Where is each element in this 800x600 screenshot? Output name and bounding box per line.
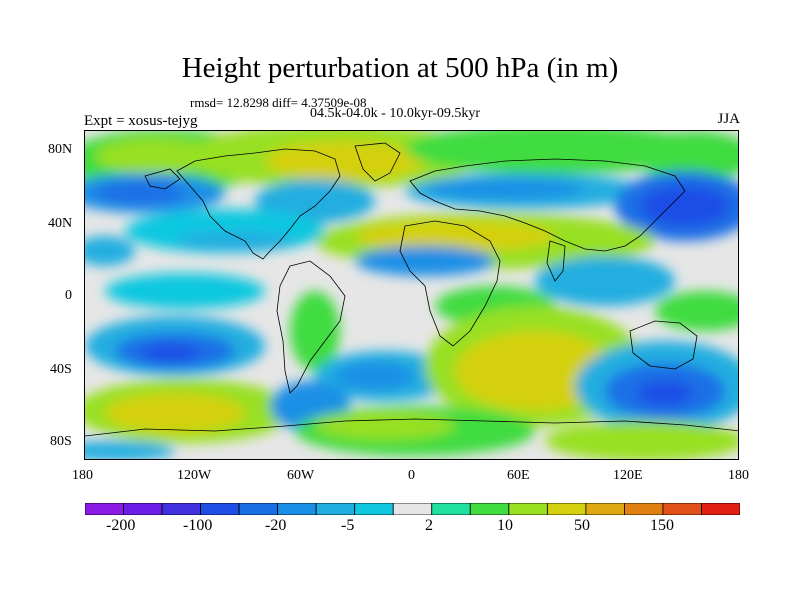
x-tick-label: 180 [72, 468, 93, 483]
colorbar-swatch [546, 503, 587, 515]
chart-title: Height perturbation at 500 hPa (in m) [181, 52, 619, 84]
colorbar-label: 50 [574, 517, 590, 534]
y-tick-label: 40S [50, 362, 72, 377]
colorbar-swatch [161, 503, 201, 515]
period-label: 04.5k-04.0k - 10.0kyr-09.5kyr [310, 106, 481, 121]
colorbar-swatch [624, 503, 664, 515]
colorbar-swatch [508, 503, 548, 515]
season-label: JJA [717, 111, 740, 127]
colorbar-swatch [238, 503, 279, 515]
colorbar-swatch [200, 503, 240, 515]
colorbar-label: 150 [650, 517, 674, 534]
colorbar-swatch [85, 503, 124, 515]
colorbar-label: -20 [265, 517, 287, 534]
colorbar-swatch [662, 503, 702, 515]
stats-label: rmsd= 12.8298 diff= 4.37509e-08 [190, 95, 367, 110]
colorbar-swatch [277, 503, 317, 515]
colorbar-swatch [354, 503, 394, 515]
y-tick-label: 0 [65, 288, 72, 303]
x-tick-label: 0 [408, 468, 415, 483]
x-tick-label: 60E [507, 468, 530, 483]
y-tick-label: 40N [48, 216, 73, 231]
colorbar-label: -5 [341, 517, 355, 534]
colorbar-label: 10 [497, 517, 513, 534]
x-tick-label: 120E [613, 468, 643, 483]
colorbar-label: -100 [183, 517, 213, 534]
colorbar [85, 503, 740, 515]
experiment-label: Expt = xosus-tejyg [84, 113, 198, 129]
map-panel [84, 130, 739, 460]
colorbar-swatch [315, 503, 356, 515]
colorbar-label: -200 [106, 517, 136, 534]
colorbar-swatch [431, 503, 471, 515]
colorbar-swatch [585, 503, 625, 515]
coastlines [85, 142, 738, 437]
contour-field [85, 131, 738, 459]
colorbar-swatch [701, 503, 740, 515]
colorbar-label: 2 [425, 517, 433, 534]
y-tick-label: 80S [50, 434, 72, 449]
colorbar-swatch [469, 503, 510, 515]
height-field-map [85, 131, 738, 459]
x-tick-label: 180 [728, 468, 749, 483]
colorbar-swatch [392, 503, 433, 515]
y-tick-label: 80N [48, 142, 73, 157]
colorbar-swatch [123, 503, 163, 515]
x-tick-label: 60W [287, 468, 315, 483]
x-tick-label: 120W [177, 468, 212, 483]
